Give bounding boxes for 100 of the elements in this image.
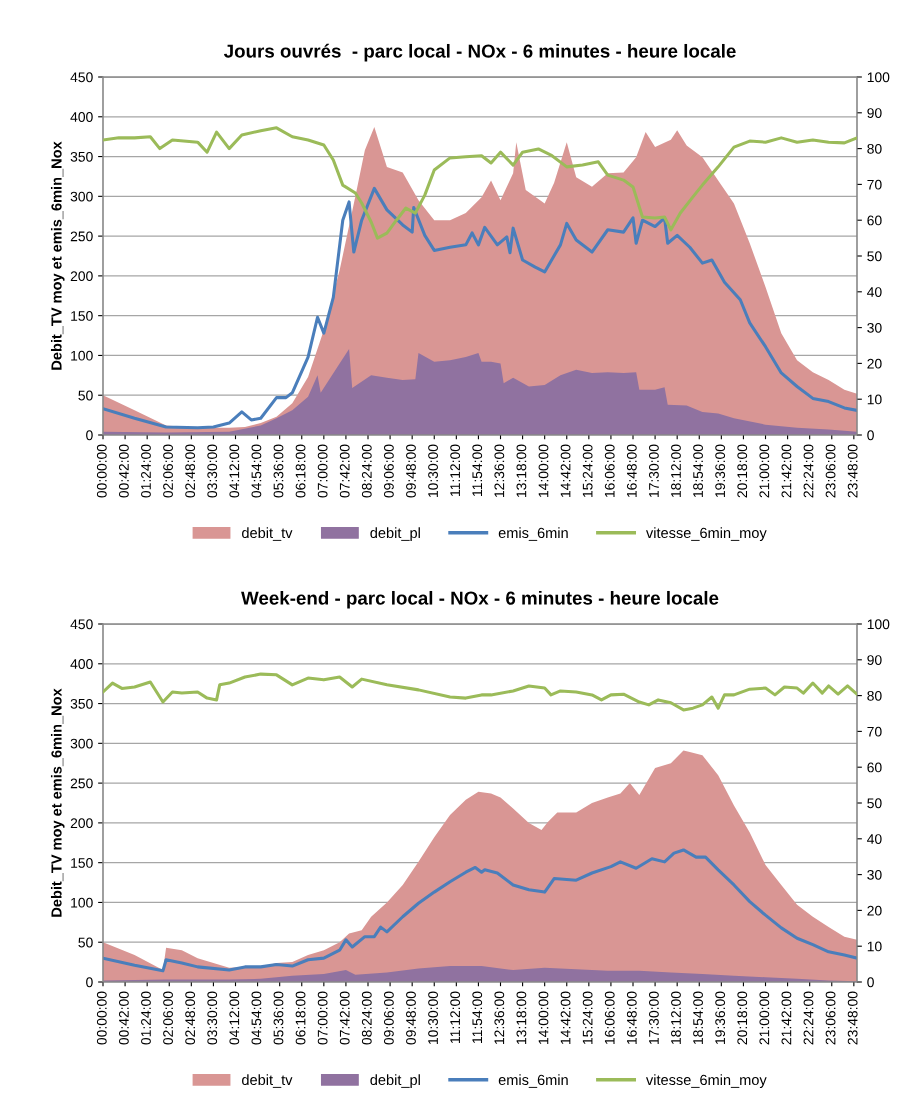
x-tick-label: 21:42:00	[781, 991, 792, 1045]
x-tick-label: 05:36:00	[273, 991, 284, 1045]
x-tick-label: 16:48:00	[626, 444, 637, 498]
y2-tick-label: 70	[867, 179, 882, 190]
x-tick-label: 18:12:00	[671, 991, 681, 1045]
y-tick-label: 350	[70, 151, 93, 162]
x-tick-label: 20:18:00	[737, 991, 748, 1045]
y2-tick-label: 40	[867, 287, 882, 297]
x-tick-label: 04:54:00	[251, 991, 262, 1045]
x-tick-label: 08:24:00	[361, 991, 372, 1045]
y2-tick-label: 100	[867, 619, 890, 630]
x-tick-label: 16:48:00	[626, 991, 637, 1045]
x-tick-label: 02:06:00	[163, 991, 173, 1045]
x-tick-label: 23:06:00	[825, 444, 836, 498]
x-tick-label: 07:00:00	[317, 444, 328, 498]
x-tick-label: 07:00:00	[317, 991, 328, 1045]
x-tick-label: 21:00:00	[759, 444, 770, 498]
x-tick-label: 20:18:00	[737, 444, 748, 498]
y2-tick-label: 80	[867, 690, 882, 701]
x-tick-label: 02:48:00	[185, 444, 196, 498]
y-tick-label: 200	[70, 271, 93, 282]
y-tick-label: 0	[86, 430, 93, 441]
y-tick-label: 200	[70, 818, 93, 829]
y-axis-title: Debit_TV moy et emis_6min_Nox	[50, 688, 65, 917]
x-tick-label: 23:48:00	[847, 444, 858, 498]
y-tick-label: 300	[70, 191, 93, 202]
y2-tick-label: 10	[867, 941, 882, 952]
y-tick-label: 0	[86, 977, 93, 988]
line-series	[103, 672, 857, 712]
y2-tick-label: 90	[867, 108, 882, 118]
x-tick-label: 23:06:00	[825, 991, 836, 1045]
y-tick-label: 250	[70, 231, 93, 242]
x-tick-label: 04:12:00	[229, 991, 240, 1045]
x-tick-label: 14:42:00	[560, 991, 571, 1045]
y2-tick-label: 50	[867, 798, 882, 809]
x-tick-label: 19:36:00	[715, 444, 726, 498]
x-tick-label: 12:36:00	[494, 991, 505, 1045]
y-tick-label: 100	[71, 350, 93, 361]
y-tick-label: 250	[70, 778, 93, 789]
legend-label: emis_6min	[498, 527, 568, 541]
x-tick-label: 09:06:00	[383, 991, 394, 1045]
x-tick-label: 17:30:00	[648, 444, 659, 498]
y-tick-label: 400	[70, 112, 93, 122]
x-tick-label: 09:06:00	[383, 444, 394, 498]
chart-title: Jours ouvrés - parc local - NOx - 6 minutes - heure locale	[223, 43, 736, 62]
y2-tick-label: 40	[867, 834, 882, 844]
x-tick-label: 01:24:00	[141, 991, 151, 1045]
x-tick-label: 07:42:00	[339, 444, 350, 498]
x-tick-label: 15:24:00	[582, 991, 593, 1045]
x-tick-label: 05:36:00	[273, 444, 284, 498]
legend-label: debit_tv	[242, 527, 293, 541]
y-tick-label: 450	[70, 72, 93, 83]
legend-label: debit_pl	[370, 527, 420, 541]
line-series	[103, 848, 857, 973]
legend-label: vitesse_6min_moy	[646, 527, 767, 541]
line-series	[103, 126, 857, 240]
y-tick-label: 50	[78, 937, 93, 948]
x-tick-label: 06:18:00	[295, 444, 306, 498]
y2-tick-label: 80	[867, 143, 882, 154]
x-tick-label: 03:30:00	[207, 991, 218, 1045]
y2-tick-label: 20	[867, 905, 882, 916]
x-tick-label: 11:54:00	[472, 444, 483, 496]
x-tick-label: 00:42:00	[118, 444, 129, 498]
x-tick-label: 10:30:00	[428, 444, 438, 498]
y-tick-label: 150	[71, 858, 93, 868]
y2-tick-label: 60	[867, 762, 882, 773]
x-tick-label: 11:12:00	[450, 991, 461, 1043]
legend-label: vitesse_6min_moy	[646, 1074, 767, 1088]
legend-label: emis_6min	[498, 1074, 568, 1088]
x-tick-label: 23:48:00	[847, 991, 858, 1045]
x-tick-label: 04:12:00	[229, 444, 240, 498]
x-tick-label: 21:00:00	[759, 991, 770, 1045]
x-tick-label: 14:00:00	[538, 991, 549, 1045]
x-tick-label: 12:36:00	[494, 444, 505, 498]
y-tick-label: 450	[70, 619, 93, 630]
y2-tick-label: 20	[867, 358, 882, 369]
x-tick-label: 01:24:00	[141, 444, 151, 498]
y2-tick-label: 60	[867, 215, 882, 226]
x-tick-label: 22:24:00	[803, 444, 814, 498]
x-tick-label: 19:36:00	[715, 991, 726, 1045]
x-tick-label: 10:30:00	[428, 991, 438, 1045]
y-tick-label: 350	[70, 698, 93, 709]
x-tick-label: 14:42:00	[560, 444, 571, 498]
x-tick-label: 14:00:00	[538, 444, 549, 498]
y2-tick-label: 10	[867, 394, 882, 405]
y-tick-label: 150	[71, 311, 93, 321]
y2-tick-label: 90	[867, 655, 882, 665]
x-tick-label: 00:42:00	[118, 991, 129, 1045]
y2-tick-label: 0	[867, 430, 874, 441]
x-tick-label: 16:06:00	[604, 444, 615, 498]
y2-tick-label: 100	[867, 72, 890, 83]
x-tick-label: 02:48:00	[185, 991, 196, 1045]
x-tick-label: 00:00:00	[96, 444, 107, 498]
x-tick-label: 06:18:00	[295, 991, 306, 1045]
x-tick-label: 18:54:00	[693, 991, 703, 1045]
x-tick-label: 08:24:00	[361, 444, 372, 498]
x-tick-label: 09:48:00	[406, 991, 416, 1045]
x-tick-label: 18:12:00	[671, 444, 681, 498]
x-tick-label: 13:18:00	[516, 444, 527, 498]
y-tick-label: 400	[70, 659, 93, 669]
